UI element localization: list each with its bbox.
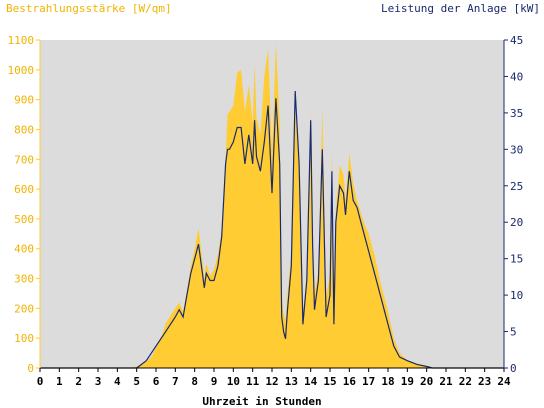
x-tick-label: 0 [37,375,44,388]
left-tick-label: 400 [14,243,34,256]
right-tick-label: 10 [510,289,523,302]
x-tick-label: 22 [459,375,472,388]
x-axis-label: Uhrzeit in Stunden [202,395,321,408]
right-tick-label: 0 [510,362,517,375]
x-tick-label: 6 [153,375,160,388]
x-axis-ticks: 0 1 2 3 4 5 6 7 8 9 10 11 12 13 14 15 16 17 18 19 20 21 22 23 24 [37,368,511,388]
x-tick-label: 10 [227,375,240,388]
irradiance-area [40,43,504,368]
left-tick-label: 1100 [8,34,35,47]
left-tick-label: 300 [14,273,34,286]
left-tick-label: 500 [14,213,34,226]
right-tick-label: 40 [510,70,523,83]
x-tick-label: 9 [211,375,218,388]
right-tick-label: 15 [510,253,523,266]
left-axis-ticks: 0 100 200 300 400 500 600 700 800 900 1000 1100 [8,34,40,375]
right-tick-label: 30 [510,143,523,156]
x-tick-label: 1 [56,375,63,388]
left-tick-label: 600 [14,183,34,196]
x-tick-label: 7 [172,375,179,388]
x-tick-label: 16 [343,375,357,388]
irradiance-area-layer [40,43,504,368]
x-tick-label: 21 [439,375,453,388]
right-tick-label: 35 [510,107,523,120]
left-tick-label: 800 [14,123,34,136]
x-tick-label: 8 [191,375,198,388]
x-tick-label: 23 [478,375,491,388]
right-tick-label: 20 [510,216,523,229]
x-tick-label: 17 [362,375,375,388]
left-tick-label: 100 [14,332,34,345]
left-tick-label: 700 [14,153,34,166]
right-tick-label: 25 [510,180,523,193]
x-tick-label: 12 [265,375,278,388]
left-tick-label: 0 [27,362,34,375]
right-tick-label: 5 [510,326,517,339]
x-tick-label: 19 [401,375,414,388]
x-tick-label: 14 [304,375,318,388]
right-axis-ticks: 0 5 10 15 20 25 30 35 40 45 [504,34,523,375]
power-line [40,90,504,369]
right-axis-title: Leistung der Anlage [kW] [381,2,540,15]
x-tick-label: 13 [285,375,298,388]
power-line-layer [40,90,504,369]
x-tick-label: 11 [246,375,260,388]
x-tick-label: 5 [133,375,140,388]
left-tick-label: 900 [14,94,34,107]
x-tick-label: 18 [381,375,394,388]
x-tick-label: 24 [497,375,511,388]
x-tick-label: 3 [95,375,102,388]
x-tick-label: 4 [114,375,121,388]
right-tick-label: 45 [510,34,523,47]
left-tick-label: 200 [14,302,34,315]
x-tick-label: 2 [75,375,82,388]
x-tick-label: 15 [323,375,336,388]
left-tick-label: 1000 [8,64,35,77]
x-tick-label: 20 [420,375,433,388]
left-axis-title: Bestrahlungsstärke [W/qm] [6,2,172,15]
